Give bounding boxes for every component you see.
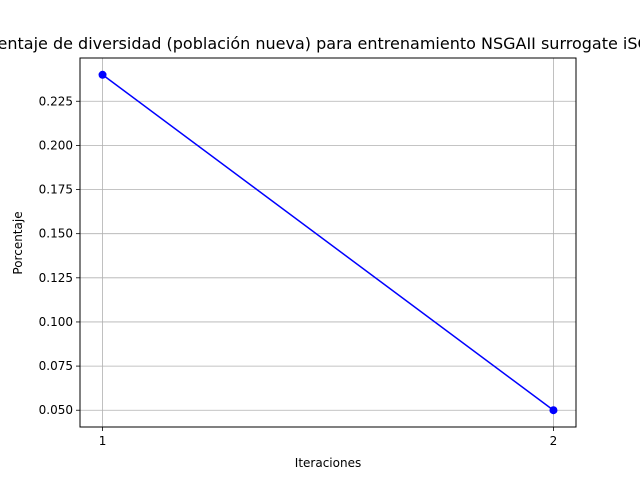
y-axis-ticks: 0.050 0.075 0.100 0.125 0.150 0.175 0.200 0.225 [39,94,80,417]
x-tick-label: 1 [99,434,107,448]
y-tick-label: 0.075 [39,359,73,373]
y-tick-label: 0.125 [39,271,73,285]
data-point [549,406,558,415]
series-line [102,74,554,411]
y-tick-label: 0.200 [39,138,73,152]
x-axis-label: Iteraciones [295,456,361,470]
chart-title: Porcentaje de diversidad (población nuev… [0,34,640,53]
y-tick-label: 0.100 [39,315,73,329]
y-axis-label: Porcentaje [11,211,25,274]
x-tick-label: 2 [550,434,558,448]
y-tick-label: 0.150 [39,227,73,241]
y-tick-label: 0.175 [39,183,73,197]
data-point [98,70,107,79]
plot-area-frame [79,57,577,428]
series-layer [98,70,558,415]
y-tick-label: 0.050 [39,403,73,417]
y-tick-label: 0.225 [39,94,73,108]
